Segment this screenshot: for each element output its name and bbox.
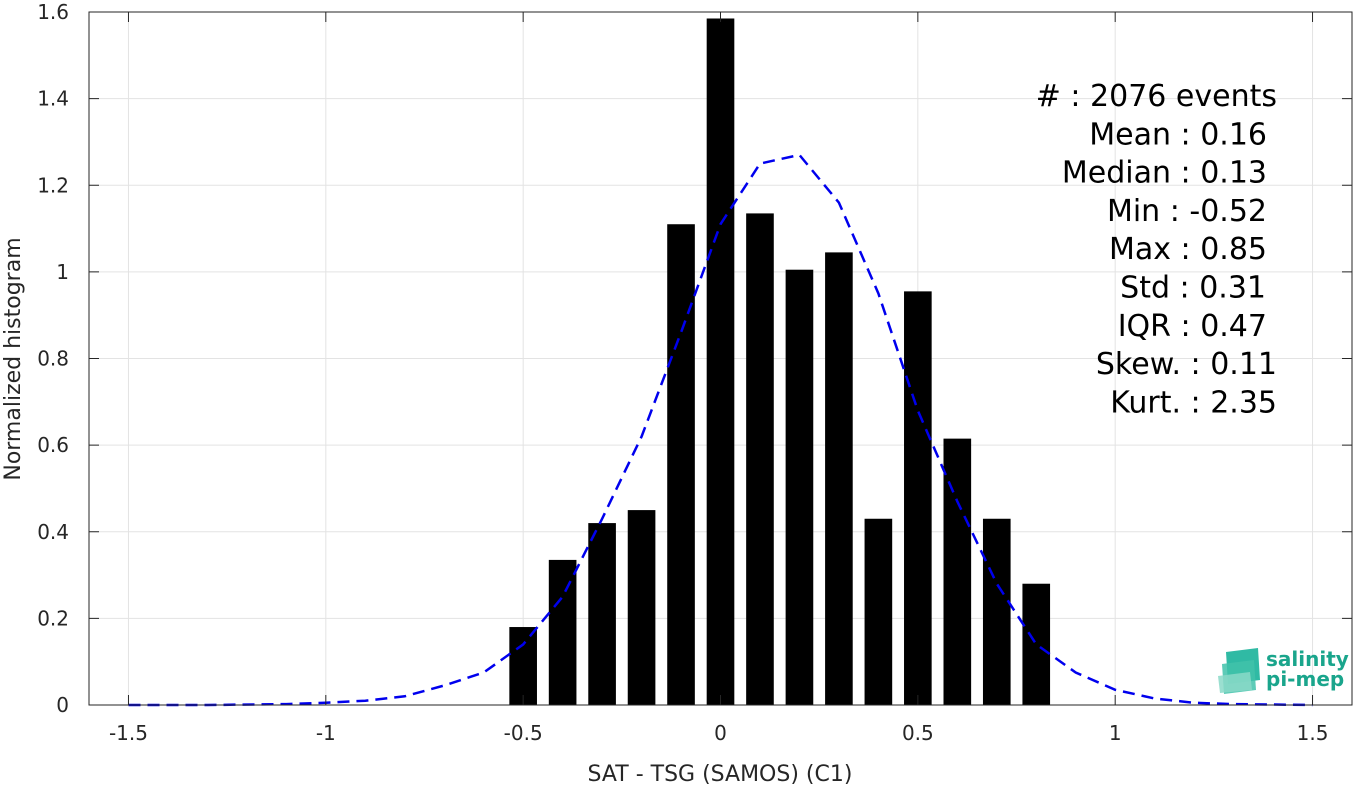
histogram-bar bbox=[509, 627, 537, 705]
y-tick-label: 1.2 bbox=[37, 173, 69, 197]
stat-line: Kurt. : 2.35 bbox=[1110, 385, 1277, 420]
x-tick-label: -0.5 bbox=[504, 721, 543, 745]
x-tick-label: 1 bbox=[1109, 721, 1122, 745]
y-tick-label: 0.6 bbox=[37, 433, 69, 457]
y-axis-label: Normalized histogram bbox=[1, 237, 26, 480]
x-tick-label: 0.5 bbox=[902, 721, 934, 745]
logo-waves-icon bbox=[1218, 648, 1260, 694]
y-tick-label: 1 bbox=[56, 260, 69, 284]
histogram-bars bbox=[509, 18, 1051, 705]
histogram-bar bbox=[825, 252, 853, 705]
axis-ticks bbox=[89, 11, 1352, 706]
y-tick-label: 0.2 bbox=[37, 606, 69, 630]
histogram-bar bbox=[548, 559, 577, 705]
y-tick-label: 0.8 bbox=[37, 347, 69, 371]
x-tick-label: 1.5 bbox=[1297, 721, 1329, 745]
stat-line: Skew. : 0.11 bbox=[1096, 347, 1277, 382]
x-tick-label: 0 bbox=[714, 721, 727, 745]
stat-line: # : 2076 events bbox=[1036, 79, 1277, 114]
histogram-bar bbox=[667, 224, 695, 705]
stat-line: IQR : 0.47 bbox=[1118, 309, 1267, 344]
x-tick-label: -1 bbox=[316, 721, 336, 745]
histogram-bar bbox=[1022, 583, 1051, 705]
histogram-bar bbox=[904, 291, 932, 705]
stat-line: Max : 0.85 bbox=[1109, 232, 1267, 267]
y-tick-label: 0 bbox=[56, 693, 69, 717]
x-axis-label: SAT - TSG (SAMOS) (C1) bbox=[588, 762, 853, 785]
stat-line: Std : 0.31 bbox=[1120, 271, 1266, 306]
histogram-bar bbox=[588, 523, 616, 705]
stat-line: Mean : 0.16 bbox=[1089, 117, 1267, 152]
histogram-bar bbox=[627, 510, 656, 705]
x-tick-labels: -1.5 -1 -0.5 0 0.5 1 1.5 bbox=[109, 721, 1328, 745]
y-tick-labels: 0 0.2 0.4 0.6 0.8 1 1.2 1.4 1.6 bbox=[37, 0, 69, 717]
stat-line: Min : -0.52 bbox=[1107, 194, 1267, 229]
salinity-pi-mep-logo: salinity pi-mep bbox=[1218, 647, 1349, 694]
logo-line2: pi-mep bbox=[1266, 667, 1344, 691]
histogram-bar bbox=[943, 438, 972, 705]
histogram-bar bbox=[746, 213, 774, 705]
y-tick-label: 1.6 bbox=[37, 0, 69, 24]
fit-curve bbox=[128, 153, 1313, 707]
histogram-bar bbox=[785, 269, 814, 705]
histogram-bar bbox=[864, 518, 893, 705]
histogram-bar bbox=[982, 518, 1011, 705]
y-tick-label: 0.4 bbox=[37, 520, 69, 544]
y-tick-label: 1.4 bbox=[37, 87, 69, 111]
logo-line1: salinity bbox=[1266, 647, 1349, 671]
x-tick-label: -1.5 bbox=[109, 721, 148, 745]
stat-line: Median : 0.13 bbox=[1062, 156, 1267, 191]
histogram-bar bbox=[706, 18, 735, 705]
